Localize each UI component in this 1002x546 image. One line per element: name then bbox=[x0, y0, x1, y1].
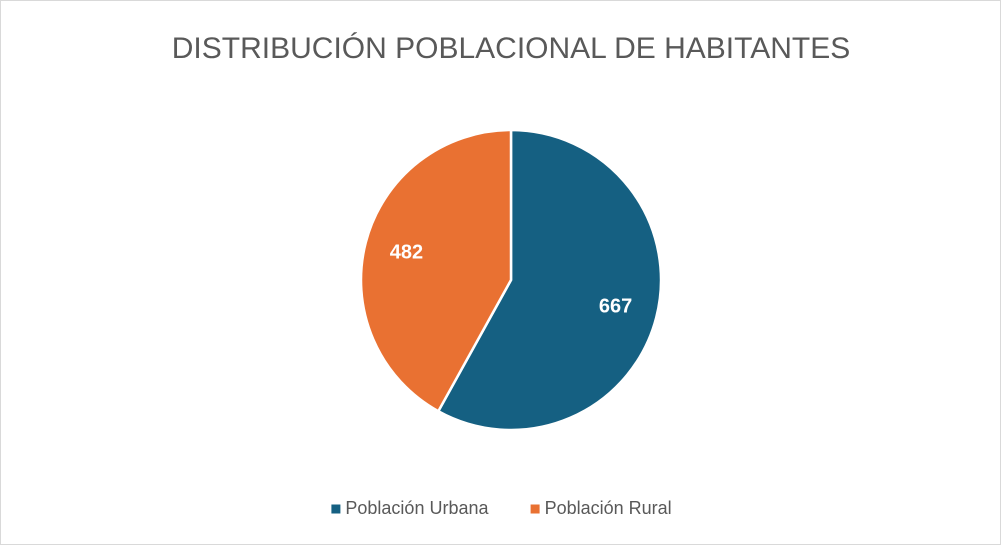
chart-title: DISTRIBUCIÓN POBLACIONAL DE HABITANTES bbox=[172, 32, 850, 65]
data-label: 482 bbox=[390, 241, 423, 263]
pie-slice bbox=[359, 128, 513, 413]
pie-slice bbox=[436, 128, 663, 432]
legend-label: Población Rural bbox=[545, 498, 672, 518]
data-label: 667 bbox=[599, 295, 632, 317]
legend-swatch bbox=[530, 504, 540, 514]
legend-label: Población Urbana bbox=[345, 498, 489, 518]
legend-swatch bbox=[331, 504, 341, 514]
